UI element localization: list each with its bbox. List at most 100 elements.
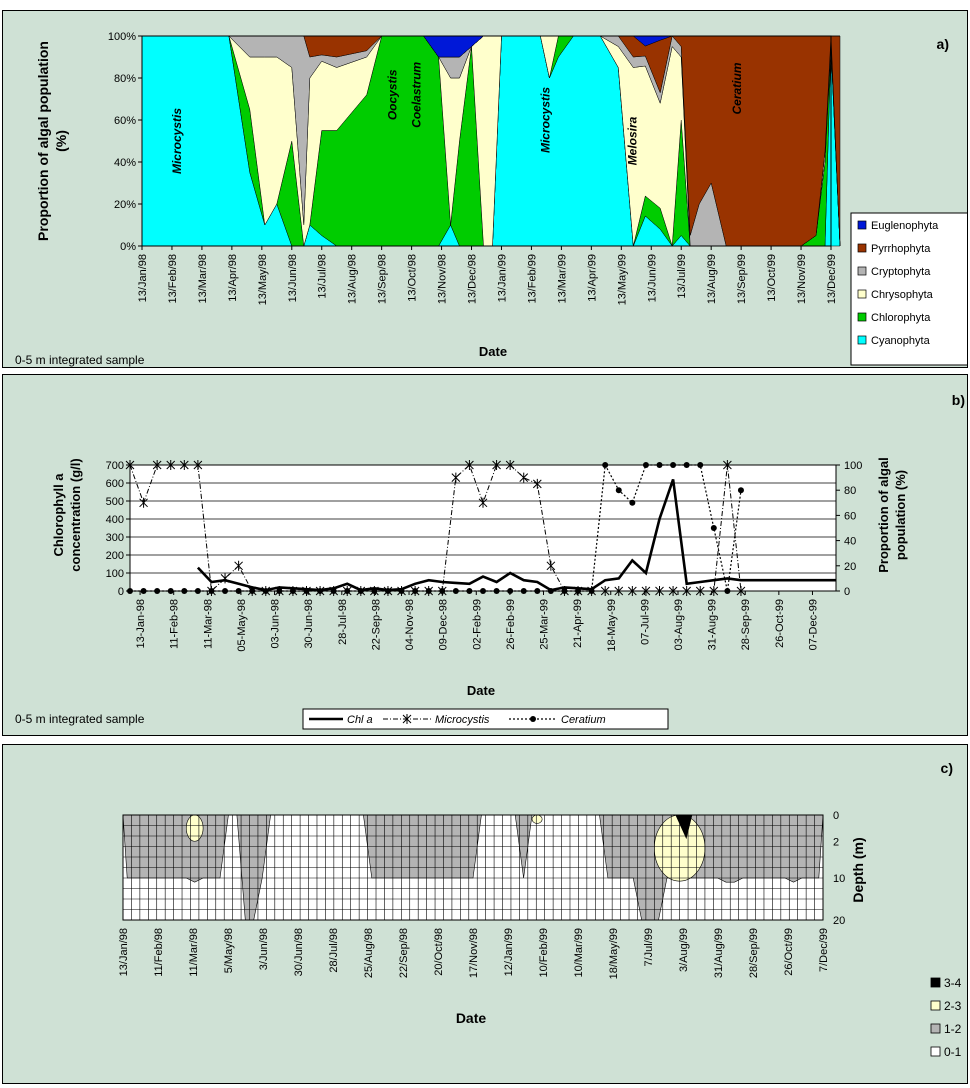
ceratium-point [154, 588, 161, 594]
y2-tick-label: 60 [844, 510, 856, 522]
microcystis-point [695, 586, 705, 596]
ceratium-point [222, 588, 229, 594]
y2-tick-label: 20 [844, 561, 856, 573]
ceratium-point [303, 588, 310, 594]
x-tick-label: 03-Aug-99 [673, 599, 685, 650]
legend-label: Chlorophyta [871, 312, 931, 324]
y-axis-title-line2: (%) [53, 130, 69, 152]
x-tick-label: 13/Jul/98 [317, 254, 329, 299]
ceratium-point [737, 487, 744, 494]
x-tick-label: 7/Dec/99 [818, 928, 830, 972]
y-tick-label: 200 [106, 550, 124, 562]
x-tick-label: 13/Feb/99 [526, 254, 538, 304]
ceratium-point [710, 525, 717, 531]
depth-contour-chart: 0 2 10 20 13/Jan/98 11/Feb/98 11/Mar/98 5/May/9… [118, 760, 962, 1059]
y2-tick-label: 100 [844, 460, 862, 472]
plot-frame [141, 35, 832, 247]
legend: 3-4 2-3 1-2 0-1 [930, 976, 962, 1059]
y-tick-label: 700 [106, 460, 124, 472]
asterisk-marker [234, 560, 243, 571]
panel-label: c) [941, 760, 953, 776]
x-tick-label: 13/Aug/98 [347, 254, 359, 304]
legend: Euglenophyta Pyrrhophyta Cryptophyta Chryso… [850, 212, 967, 366]
x-tick-label: 25-Mar-99 [539, 599, 551, 650]
microcystis-point [234, 560, 243, 571]
microcystis-point [465, 460, 474, 470]
y-tick-label: 20 [833, 915, 845, 927]
legend-label: Chrysophyta [871, 289, 934, 301]
x-tick-label: 13/Sep/99 [736, 254, 748, 304]
x-tick-label: 26-Oct-99 [774, 599, 786, 648]
legend-label: Cryptophyta [871, 266, 931, 278]
x-tick-label: 22-Sep-98 [370, 599, 382, 650]
ceratium-point [249, 588, 256, 594]
y-tick-label: 60% [114, 115, 136, 127]
x-tick-label: 18-May-99 [606, 599, 618, 652]
microcystis-point [478, 497, 488, 508]
y-tick-label: 20% [114, 199, 136, 211]
x-tick-label: 11-Feb-98 [169, 599, 181, 649]
microcystis-point [451, 472, 461, 483]
legend-box [850, 212, 967, 366]
asterisk-marker [695, 586, 705, 596]
microcystis-point [709, 586, 719, 596]
x-tick-label: 13/Jul/99 [676, 254, 688, 299]
x-tick-label: 17/Nov/98 [468, 928, 480, 978]
ceratium-point [140, 588, 147, 594]
contour-2-3 [531, 814, 543, 824]
asterisk-marker [532, 478, 542, 489]
ceratium-point [697, 462, 704, 468]
ceratium-point [547, 588, 554, 594]
genus-annotation: Microcystis [538, 87, 552, 153]
line-chart: 0 100 200 300 400 500 600 700 0 20 40 60 80 100 13-Jan… [15, 392, 965, 730]
series-ceratium-line [130, 463, 742, 592]
ceratium-point [642, 462, 649, 468]
asterisk-marker [546, 560, 556, 571]
x-tick-label: 20/Oct/98 [433, 928, 445, 976]
plot-frame [122, 814, 824, 921]
x-tick-label: 02-Feb-99 [471, 599, 483, 650]
ceratium-point [534, 588, 541, 594]
ceratium-point [670, 462, 677, 468]
ceratium-point [466, 588, 473, 594]
x-tick-label: 11-Mar-98 [202, 599, 214, 649]
x-axis-title: Date [467, 683, 495, 698]
legend-label: Ceratium [561, 714, 606, 726]
y-tick-label: 0% [120, 241, 136, 253]
x-tick-label: 3/Jun/98 [258, 928, 270, 970]
x-tick-label: 03-Jun-98 [270, 599, 282, 649]
x-tick-label: 13/Jan/98 [137, 254, 149, 302]
x-tick-label: 28/Jul/98 [328, 928, 340, 973]
asterisk-marker [723, 460, 732, 470]
ceratium-point [425, 588, 432, 594]
y-tick-label: 600 [106, 478, 124, 490]
microcystis-point [125, 460, 135, 470]
asterisk-marker [655, 586, 664, 596]
ceratium-point [683, 462, 690, 468]
asterisk-marker [709, 586, 719, 596]
microcystis-point [655, 586, 664, 596]
genus-annotation: Melosira [625, 116, 639, 165]
microcystis-point [668, 586, 678, 596]
footnote: 0-5 m integrated sample [15, 712, 145, 726]
ceratium-point [439, 588, 446, 594]
genus-annotation: Ceratium [730, 62, 744, 114]
ceratium-point [412, 588, 419, 594]
x-tick-label: 31-Aug-99 [707, 599, 719, 650]
asterisk-marker [519, 472, 529, 483]
microcystis-point [492, 460, 501, 470]
microcystis-point [220, 573, 230, 584]
ceratium-point [194, 588, 201, 594]
ceratium-point [371, 588, 378, 594]
x-tick-label: 13/Jun/99 [646, 254, 658, 302]
x-tick-label: 04-Nov-98 [404, 599, 416, 650]
x-tick-label: 13/Apr/99 [586, 254, 598, 302]
legend-swatch [857, 243, 867, 253]
x-tick-label: 13/Oct/98 [407, 254, 419, 302]
y-tick-label: 400 [106, 514, 124, 526]
legend-swatch [930, 1046, 941, 1057]
x-tick-label: 12/Jan/99 [503, 928, 515, 976]
ceratium-point [276, 588, 283, 594]
x-axis-title: Date [456, 1010, 487, 1026]
ceratium-point [127, 588, 133, 594]
